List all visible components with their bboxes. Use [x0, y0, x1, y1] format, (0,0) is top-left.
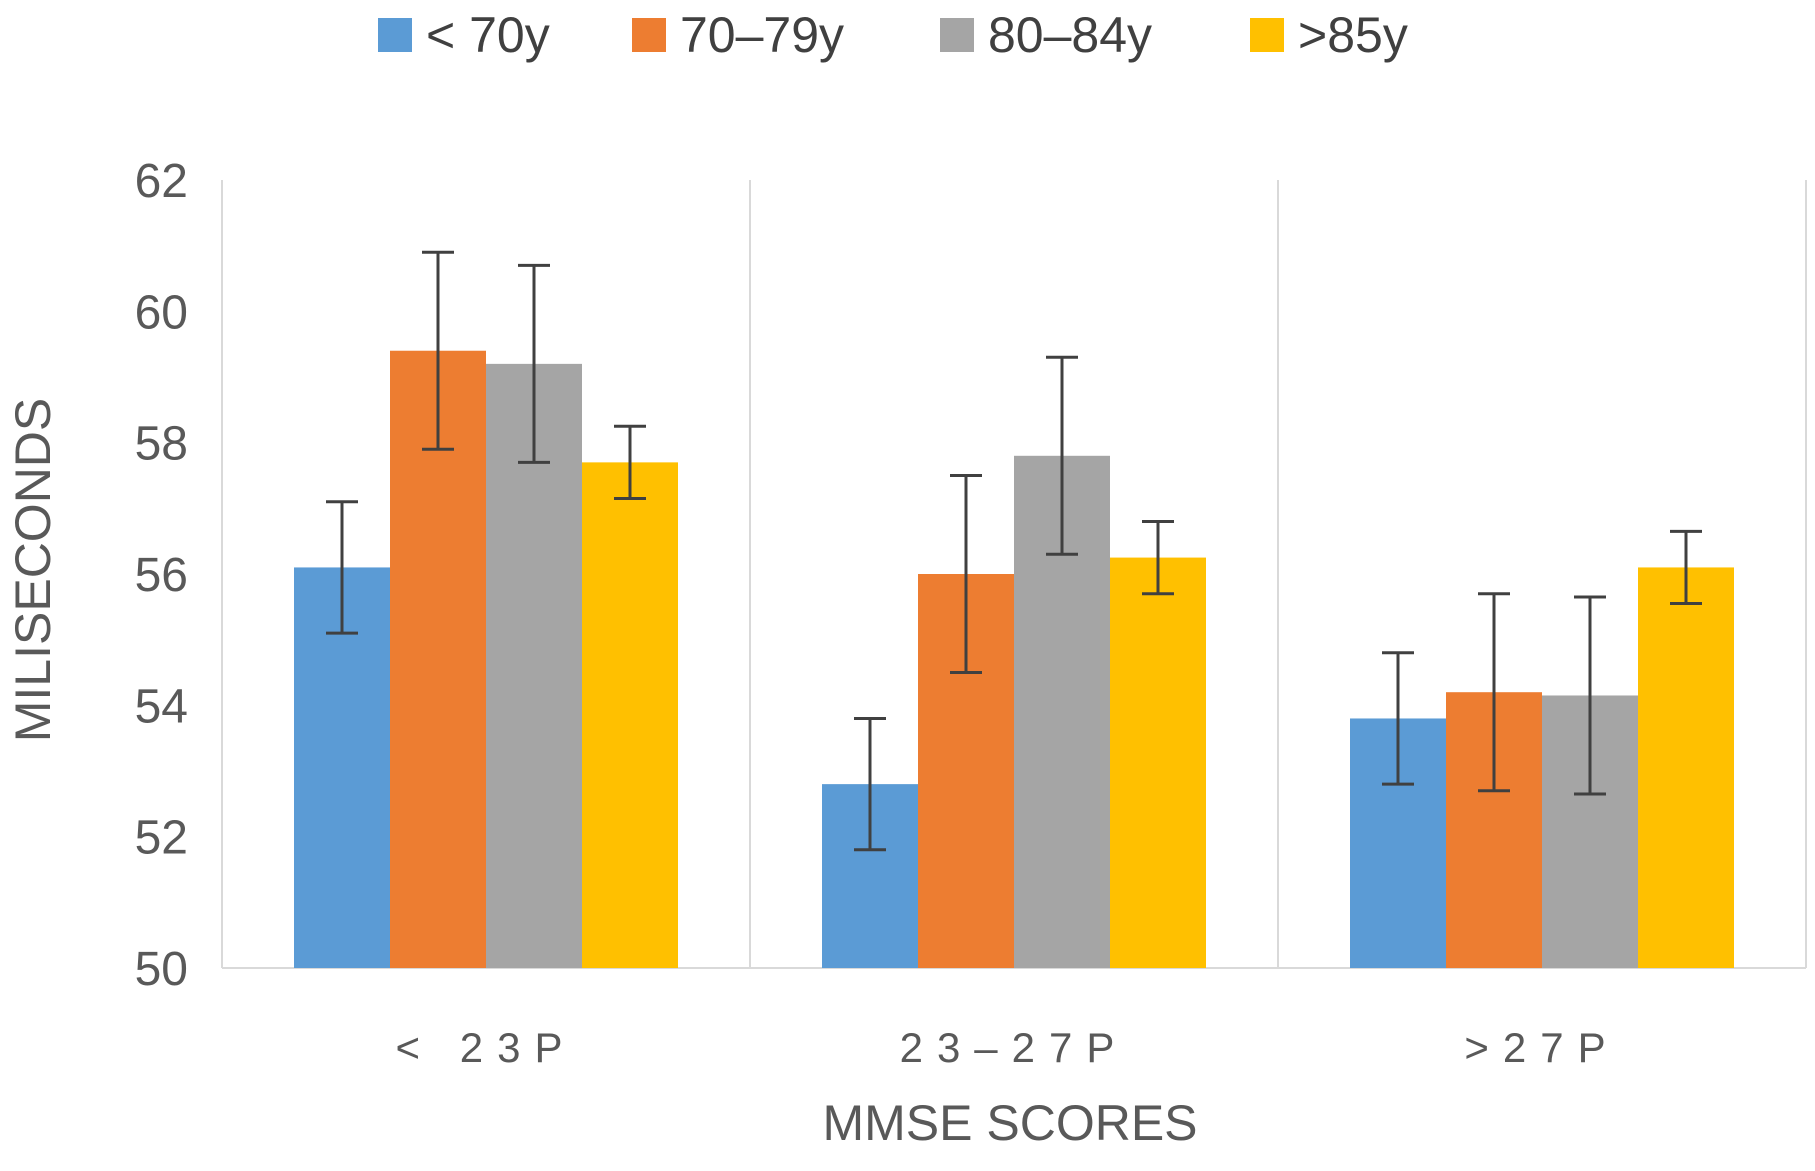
bar-1-3	[1110, 557, 1206, 968]
x-axis-title: MMSE SCORES	[822, 1095, 1197, 1151]
legend-label-1: 70–79y	[680, 7, 844, 63]
legend: < 70y 70–79y 80–84y >85y	[378, 7, 1408, 63]
legend-swatch-2	[940, 18, 974, 52]
y-tick-label-54: 54	[135, 680, 188, 733]
y-tick-label-62: 62	[135, 155, 188, 208]
legend-label-2: 80–84y	[988, 7, 1152, 63]
bar-0-1	[390, 350, 486, 968]
y-tick-label-58: 58	[135, 418, 188, 471]
bar-0-2	[486, 363, 582, 968]
y-axis-title: MILISECONDS	[5, 398, 61, 743]
x-tick-label-0: < 23P	[396, 1024, 577, 1071]
x-tick-label-1: 23–27P	[900, 1024, 1129, 1071]
y-tick-label-50: 50	[135, 943, 188, 996]
legend-swatch-0	[378, 18, 412, 52]
y-tick-label-52: 52	[135, 812, 188, 865]
x-tick-label-2: >27P	[1464, 1024, 1619, 1071]
y-tick-label-60: 60	[135, 286, 188, 339]
y-tick-label-56: 56	[135, 549, 188, 602]
legend-label-3: >85y	[1298, 7, 1408, 63]
bar-2-3	[1638, 567, 1734, 968]
legend-swatch-3	[1250, 18, 1284, 52]
bars	[294, 350, 1734, 968]
legend-label-0: < 70y	[426, 7, 550, 63]
legend-swatch-1	[632, 18, 666, 52]
bar-0-3	[582, 462, 678, 968]
error-bars	[326, 250, 1702, 852]
